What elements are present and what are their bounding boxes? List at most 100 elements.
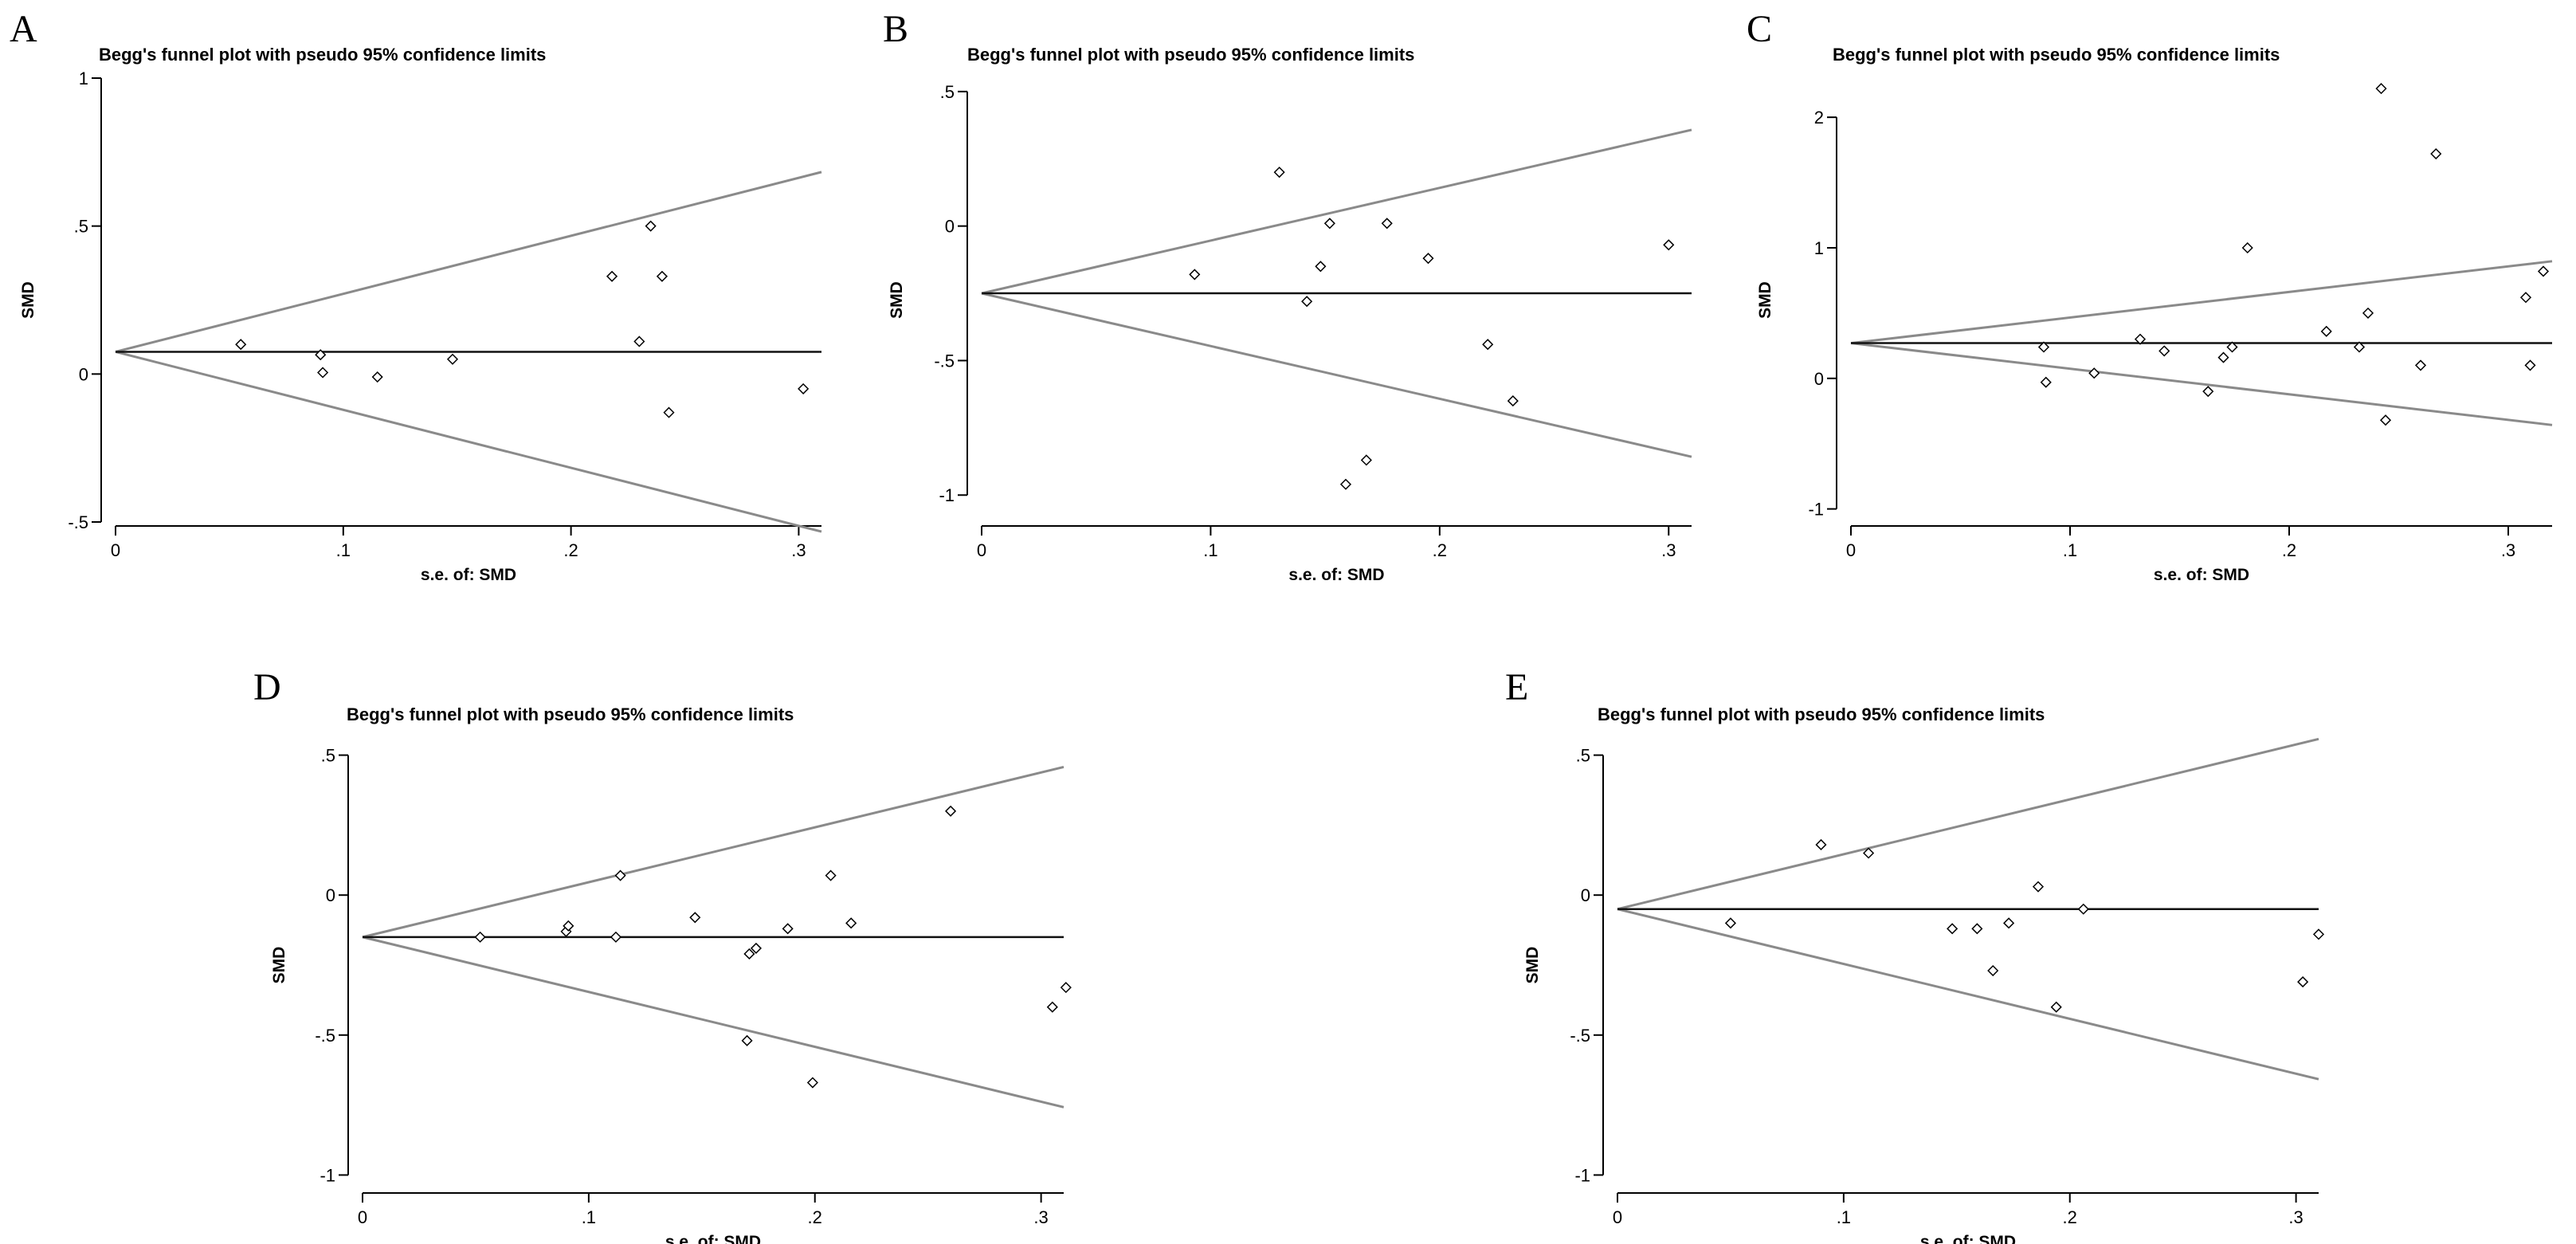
y-tick-label: 0 xyxy=(79,364,88,384)
study-point xyxy=(645,220,657,232)
study-point xyxy=(1482,339,1494,351)
study-point xyxy=(2519,292,2532,304)
x-tick-label: .3 xyxy=(1661,540,1676,560)
study-point xyxy=(614,869,626,881)
x-tick-label: 0 xyxy=(977,540,986,560)
study-point xyxy=(1339,478,1352,490)
study-point xyxy=(656,270,668,282)
panel-e: E Begg's funnel plot with pseudo 95% conf… xyxy=(1505,666,2325,1244)
study-point xyxy=(2037,341,2050,353)
study-point xyxy=(945,805,957,817)
plot-title: Begg's funnel plot with pseudo 95% confi… xyxy=(1833,45,2280,65)
study-point xyxy=(446,353,459,365)
panel-letter: E xyxy=(1505,666,1528,708)
study-point xyxy=(741,1034,753,1046)
x-axis-label: s.e. of: SMD xyxy=(665,1233,761,1244)
study-point xyxy=(845,917,857,929)
x-tick-label: .3 xyxy=(2501,540,2515,560)
y-tick-label: -1 xyxy=(320,1165,335,1185)
x-tick-label: 0 xyxy=(111,540,120,560)
y-tick-label: .5 xyxy=(940,82,955,102)
study-point xyxy=(2353,341,2366,353)
study-point xyxy=(606,270,618,282)
x-tick-label: .2 xyxy=(1433,540,1447,560)
study-point xyxy=(2241,241,2253,254)
study-point xyxy=(2320,325,2332,337)
study-point xyxy=(2537,265,2550,277)
x-tick-label: .3 xyxy=(791,540,806,560)
study-point xyxy=(782,923,794,935)
y-tick-label: -.5 xyxy=(68,512,88,532)
y-axis-label: SMD xyxy=(270,947,288,984)
y-tick-label: .5 xyxy=(321,746,335,766)
study-point xyxy=(2312,928,2325,940)
panel-b: B Begg's funnel plot with pseudo 95% conf… xyxy=(883,8,1692,584)
y-tick-label: -.5 xyxy=(1570,1026,1590,1046)
x-tick-label: 0 xyxy=(1846,540,1856,560)
x-tick-label: .3 xyxy=(1033,1207,1048,1227)
lower-confidence-limit-line xyxy=(1850,342,2553,426)
y-tick-label: -.5 xyxy=(934,351,955,371)
y-tick-label: .5 xyxy=(74,217,88,237)
study-point xyxy=(663,406,675,418)
x-tick-label: .1 xyxy=(1203,540,1217,560)
study-point xyxy=(1189,269,1201,281)
y-tick-label: 1 xyxy=(79,69,88,88)
study-point xyxy=(798,383,810,394)
study-point xyxy=(1815,838,1827,851)
study-point xyxy=(2226,341,2238,353)
y-axis-label: SMD xyxy=(19,281,37,319)
study-point xyxy=(2202,386,2214,398)
study-point xyxy=(1060,982,1072,994)
study-point xyxy=(1381,218,1393,230)
lower-confidence-limit-line xyxy=(981,292,1692,458)
study-point xyxy=(610,931,621,943)
study-point xyxy=(743,948,755,960)
study-point xyxy=(2430,147,2442,160)
study-point xyxy=(371,371,383,383)
study-point xyxy=(806,1077,818,1089)
plot-title: Begg's funnel plot with pseudo 95% confi… xyxy=(1598,704,2045,724)
y-axis-label: SMD xyxy=(888,281,906,319)
study-point xyxy=(633,336,645,347)
x-axis-label: s.e. of: SMD xyxy=(1920,1233,2016,1244)
study-point xyxy=(750,942,762,954)
upper-confidence-limit-line xyxy=(1617,737,2319,911)
panel-letter: D xyxy=(253,666,281,708)
y-tick-label: 1 xyxy=(1814,238,1824,258)
x-axis-label: s.e. of: SMD xyxy=(421,566,516,584)
study-point xyxy=(1971,923,1983,935)
study-point xyxy=(474,931,486,943)
study-point xyxy=(563,920,574,932)
study-point xyxy=(1947,923,1958,935)
y-tick-label: -1 xyxy=(939,485,955,505)
y-tick-label: -.5 xyxy=(315,1026,335,1046)
study-point xyxy=(2003,917,2015,929)
upper-confidence-limit-line xyxy=(115,171,822,353)
x-axis-label: s.e. of: SMD xyxy=(1288,566,1384,584)
study-point xyxy=(2297,976,2309,988)
plot-title: Begg's funnel plot with pseudo 95% confi… xyxy=(99,45,546,65)
y-tick-label: 0 xyxy=(1814,369,1824,389)
panel-d: D Begg's funnel plot with pseudo 95% conf… xyxy=(253,666,1072,1244)
study-point xyxy=(2414,359,2427,371)
y-tick-label: -1 xyxy=(1808,500,1824,520)
study-point xyxy=(1046,1001,1058,1013)
study-point xyxy=(1863,847,1875,859)
study-point xyxy=(2050,1001,2062,1013)
y-tick-label: -1 xyxy=(1574,1165,1590,1185)
y-axis-label: SMD xyxy=(1523,947,1542,984)
study-point xyxy=(1507,395,1519,407)
plot-title: Begg's funnel plot with pseudo 95% confi… xyxy=(967,45,1414,65)
study-point xyxy=(2134,333,2147,345)
study-point xyxy=(2217,351,2229,363)
study-point xyxy=(2362,307,2374,319)
study-point xyxy=(2379,414,2392,426)
study-point xyxy=(2158,345,2170,357)
y-tick-label: 0 xyxy=(1581,885,1590,905)
study-point xyxy=(2375,83,2387,95)
y-tick-label: 2 xyxy=(1814,108,1824,128)
plot-title: Begg's funnel plot with pseudo 95% confi… xyxy=(347,704,794,724)
study-point xyxy=(825,869,837,881)
y-tick-label: .5 xyxy=(1576,746,1590,766)
